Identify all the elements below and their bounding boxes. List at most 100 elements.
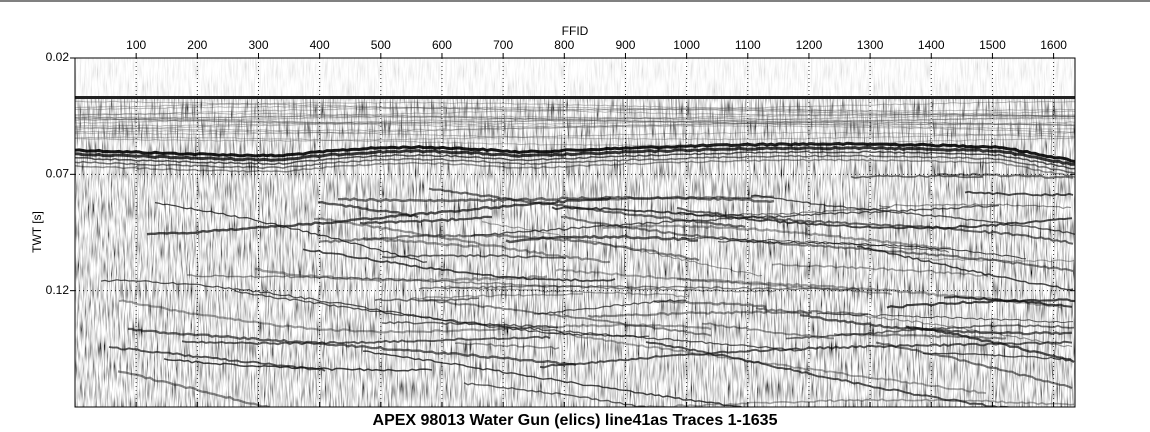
x-tick-label: 100 [126, 38, 146, 52]
reflector [843, 313, 1073, 348]
reflector [602, 224, 952, 250]
reflector [638, 398, 1075, 407]
x-tick-label: 200 [187, 38, 207, 52]
x-tick-label: 800 [554, 38, 574, 52]
reflector [118, 299, 712, 334]
shallow-layer [75, 113, 1075, 124]
reflector [440, 285, 690, 298]
x-tick-label: 1600 [1040, 38, 1067, 52]
seafloor-reflector [75, 141, 1075, 163]
water-column [75, 58, 1075, 96]
seafloor-reflector [75, 150, 1075, 170]
reflector [850, 174, 984, 179]
shallow-layer [75, 119, 1075, 130]
x-tick-label: 900 [615, 38, 635, 52]
reflector [560, 215, 1074, 273]
seafloor-reflector [75, 145, 1075, 166]
reflector [108, 346, 326, 372]
reflector [886, 298, 1075, 309]
reflector [100, 279, 650, 338]
reflector [597, 195, 774, 201]
reflector [313, 217, 611, 264]
shallow-layer [75, 106, 1075, 117]
shallow-layer [75, 130, 1075, 141]
reflector [551, 206, 1073, 230]
shallow-layer [75, 100, 1075, 111]
reflector [878, 203, 1072, 210]
reflector [587, 310, 813, 318]
reflector [318, 233, 700, 262]
x-tick-label: 1300 [857, 38, 884, 52]
reflector [875, 341, 1073, 390]
reflector [181, 335, 551, 346]
y-tick-label: 0.07 [46, 167, 70, 181]
reflector [833, 332, 1007, 340]
reflector [717, 240, 1027, 260]
reflector [771, 262, 989, 278]
y-axis-label: TWT [s] [30, 211, 44, 253]
reflectors [75, 100, 1075, 407]
plot-frame [74, 57, 1076, 408]
reflector [677, 206, 891, 217]
shallow-layer [75, 112, 1075, 123]
x-tick-label: 400 [310, 38, 330, 52]
seafloor-reflector [75, 158, 1075, 178]
reflector [422, 298, 712, 337]
x-tick-label: 700 [493, 38, 513, 52]
reflector [233, 289, 803, 352]
reflector [539, 340, 1073, 369]
shallow-layer [75, 121, 1075, 132]
reflector [381, 321, 559, 329]
reflector [317, 201, 419, 219]
shallow-layer [75, 101, 1075, 112]
shallow-layer [75, 115, 1075, 126]
x-tick-label: 600 [432, 38, 452, 52]
reflector [362, 350, 754, 407]
reflector [964, 190, 1074, 197]
reflector [454, 342, 560, 350]
reflector [799, 313, 1073, 336]
reflector [470, 204, 1000, 237]
shallow-layer [75, 105, 1075, 116]
reflector [701, 322, 834, 340]
reflector [816, 312, 1074, 324]
reflector [943, 295, 1073, 308]
x-tick-label: 300 [248, 38, 268, 52]
y-tick-label: 0.02 [46, 50, 70, 64]
reflector [359, 215, 493, 225]
reflector [550, 331, 987, 395]
shallow-layer [75, 125, 1075, 136]
shallow-layer [75, 116, 1075, 127]
x-tick-label: 1500 [979, 38, 1006, 52]
reflector [302, 248, 616, 282]
y-tick-label: 0.12 [46, 283, 70, 297]
shallow-layer [75, 131, 1075, 142]
x-tick-label: 1200 [796, 38, 823, 52]
shallow-layer [75, 115, 1075, 126]
reflector [255, 267, 548, 283]
reflector [533, 299, 687, 315]
shallow-layer [75, 108, 1075, 119]
reflector [187, 274, 776, 293]
reflector [463, 382, 648, 407]
seafloor-reflector [75, 154, 1075, 174]
x-tick-label: 1000 [673, 38, 700, 52]
reflector [117, 370, 271, 407]
x-axis-label: FFID [562, 24, 589, 38]
chart-title: APEX 98013 Water Gun (elics) line41as Tr… [373, 412, 778, 429]
reflector [154, 201, 428, 263]
reflector [676, 206, 1074, 245]
x-tick-label: 1400 [918, 38, 945, 52]
reflector [481, 221, 763, 277]
reflector [750, 194, 1075, 235]
x-tick-label: 500 [371, 38, 391, 52]
seismic-section [75, 58, 1075, 407]
reflector [856, 245, 1074, 291]
reflector [922, 352, 1072, 361]
shallow-layer [75, 117, 1075, 128]
reflector [381, 253, 567, 259]
reflector [755, 307, 868, 316]
reflector [374, 297, 480, 302]
